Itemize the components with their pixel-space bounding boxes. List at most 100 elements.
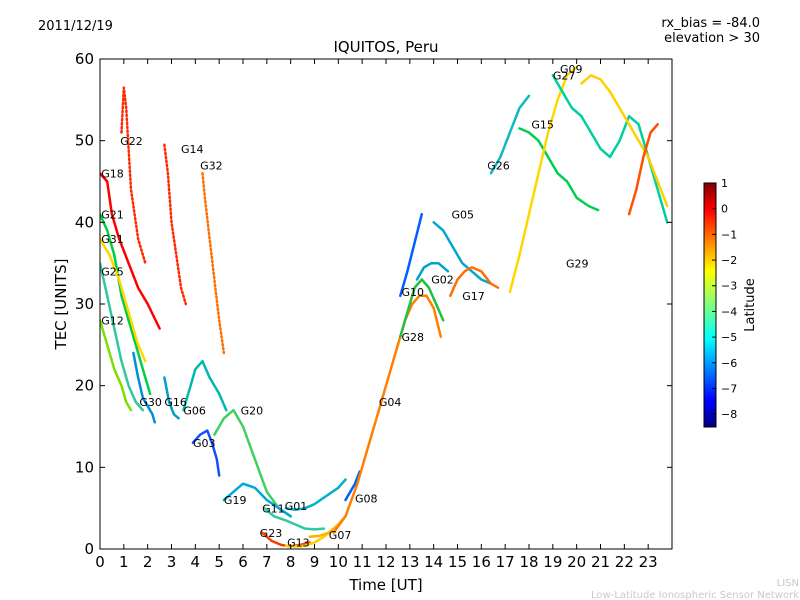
series-label-g09: G09	[560, 63, 583, 76]
series-label-g32: G32	[200, 159, 223, 172]
x-tick-label: 11	[353, 553, 372, 571]
colorbar: 1 0 −1 −2 −3 −4 −5 −6 −7 −8 Latitude	[703, 177, 758, 428]
series-line-g01	[284, 478, 347, 512]
series-label-g06: G06	[183, 404, 206, 417]
x-tick-label: 5	[214, 553, 224, 571]
x-tick-label: 22	[615, 553, 634, 571]
series-label-g31: G31	[101, 233, 124, 246]
series-line-g31	[100, 237, 147, 363]
x-tick-label: 6	[238, 553, 248, 571]
series-label-g04: G04	[379, 396, 402, 409]
series-line-g08	[344, 470, 362, 502]
series-line-g26	[489, 94, 531, 175]
colorbar-tick-label: 1	[721, 177, 728, 190]
y-tick-label: 10	[75, 458, 94, 476]
x-tick-label: 17	[496, 553, 515, 571]
x-tick-label: 23	[639, 553, 658, 571]
series-line-g17	[449, 266, 500, 298]
rx-bias-label: rx_bias = -84.0	[661, 16, 760, 31]
series-label-g21: G21	[101, 208, 124, 221]
x-tick-label: 21	[591, 553, 610, 571]
series-label-g14: G14	[181, 143, 204, 156]
series-label-g16: G16	[164, 396, 187, 409]
elevation-label: elevation > 30	[664, 31, 760, 46]
colorbar-tick-label: −6	[721, 357, 737, 370]
series-label-g27: G27	[553, 69, 576, 82]
x-tick-label: 4	[191, 553, 201, 571]
series-label-g29: G29	[566, 257, 589, 270]
series-line-g11	[263, 506, 326, 531]
date-label: 2011/12/19	[38, 19, 113, 34]
series-line-g06	[182, 359, 228, 412]
series-label-g03: G03	[193, 437, 216, 450]
series-line-g05	[432, 221, 493, 285]
footer-org-short: LISN	[777, 578, 799, 589]
series-line-g16	[163, 376, 180, 420]
colorbar-tick-label: −2	[721, 254, 737, 267]
series-line-g18	[100, 172, 161, 330]
y-tick-label: 50	[75, 132, 94, 150]
series-layer	[100, 65, 669, 548]
series-line-g02	[415, 261, 450, 281]
footer-org-full: Low-Latitude Ionospheric Sensor Network	[591, 590, 799, 600]
series-label-g07: G07	[329, 529, 352, 542]
series-line-g04	[332, 294, 443, 534]
x-tick-label: 18	[519, 553, 538, 571]
series-label-g12: G12	[101, 314, 124, 327]
colorbar-tick-label: −4	[721, 305, 737, 318]
series-label-g20: G20	[241, 404, 264, 417]
series-label-g01: G01	[285, 500, 308, 513]
x-tick-label: 2	[143, 553, 153, 571]
series-label-g26: G26	[487, 159, 510, 172]
x-tick-label: 20	[567, 553, 586, 571]
series-line-g27-late	[627, 123, 659, 216]
x-tick-label: 15	[448, 553, 467, 571]
y-tick-label: 20	[75, 377, 94, 395]
series-line-g21	[100, 212, 152, 396]
colorbar-tick-label: 0	[721, 203, 728, 216]
series-line-g12	[100, 319, 133, 412]
series-label-g08: G08	[355, 492, 378, 505]
series-line-g10	[399, 212, 424, 298]
series-label-g28: G28	[401, 331, 424, 344]
series-label-g17: G17	[462, 290, 485, 303]
x-tick-label: 14	[424, 553, 443, 571]
series-label-g15: G15	[531, 118, 554, 131]
y-tick-label: 40	[75, 213, 94, 231]
colorbar-tick-label: −7	[721, 382, 737, 395]
x-axis-label: Time [UT]	[348, 576, 422, 594]
series-line-g14	[163, 143, 188, 306]
colorbar-tick-label: −5	[721, 331, 737, 344]
series-line-g25	[100, 261, 145, 412]
x-tick-label: 7	[262, 553, 272, 571]
x-axis: 0 1 2 3 4 5 6 7 8 9 10 11 12 13 14 15 16 17 18 19 20 21 22 23	[95, 59, 658, 571]
series-label-g30: G30	[139, 396, 162, 409]
x-tick-label: 19	[543, 553, 562, 571]
series-label-g22: G22	[120, 135, 143, 148]
series-label-g13: G13	[287, 537, 310, 550]
x-tick-label: 1	[119, 553, 129, 571]
x-tick-label: 16	[472, 553, 491, 571]
colorbar-tick-label: −8	[721, 408, 737, 421]
colorbar-tick-label: −1	[721, 228, 737, 241]
colorbar-label: Latitude	[743, 278, 758, 332]
series-label-g02: G02	[431, 274, 454, 287]
y-axis: 0 10 20 30 40 50 60	[75, 50, 672, 558]
series-line-g19	[222, 482, 292, 518]
series-line-g15	[518, 127, 600, 212]
x-tick-label: 0	[95, 553, 105, 571]
x-tick-label: 8	[286, 553, 296, 571]
series-label-g19: G19	[224, 494, 247, 507]
y-tick-label: 30	[75, 295, 94, 313]
series-line-g09	[551, 74, 669, 224]
series-label-g10: G10	[401, 286, 424, 299]
series-label-g11: G11	[262, 502, 285, 515]
colorbar-tick-label: −3	[721, 280, 737, 293]
colorbar-ticks: 1 0 −1 −2 −3 −4 −5 −6 −7 −8	[712, 177, 737, 421]
series-line-g29	[508, 65, 578, 294]
x-tick-label: 3	[167, 553, 177, 571]
series-label-g05: G05	[452, 208, 475, 221]
series-line-g28	[399, 278, 445, 338]
chart-title: IQUITOS, Peru	[333, 38, 438, 56]
y-tick-label: 60	[75, 50, 94, 68]
